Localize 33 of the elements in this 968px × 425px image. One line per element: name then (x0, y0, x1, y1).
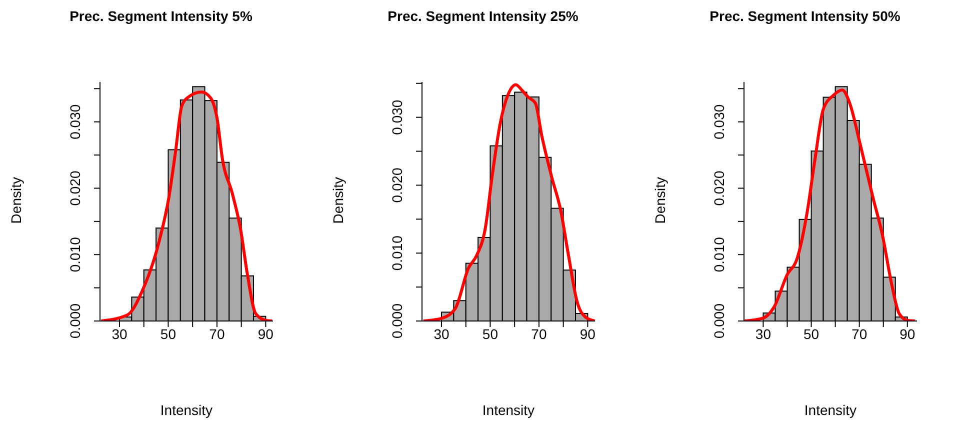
x-axis-title: Intensity (159, 402, 214, 418)
chart-title: Prec. Segment Intensity 5% (68, 8, 254, 24)
y-tick-label: 0.000 (67, 303, 83, 339)
y-tick-label: 0.000 (389, 303, 405, 339)
x-tick-label: 30 (434, 326, 450, 342)
chart-title: Prec. Segment Intensity 25% (386, 8, 580, 24)
y-axis-title: Density (8, 176, 24, 224)
x-tick-label: 70 (531, 326, 547, 342)
y-tick-label: 0.010 (67, 236, 83, 272)
chart-title: Prec. Segment Intensity 50% (708, 8, 902, 24)
y-tick-label: 0.020 (711, 170, 727, 206)
y-tick-label: 0.020 (67, 170, 83, 206)
x-tick-label: 70 (209, 326, 225, 342)
y-tick-label: 0.030 (389, 100, 405, 135)
x-tick-label: 90 (258, 326, 274, 342)
x-tick-label: 70 (852, 326, 868, 342)
x-axis-title: Intensity (803, 402, 858, 418)
x-tick-label: 30 (112, 326, 128, 342)
y-tick-label: 0.000 (711, 303, 727, 339)
x-tick-label: 50 (482, 326, 498, 342)
y-tick-label: 0.010 (389, 235, 405, 271)
x-tick-label: 90 (580, 326, 596, 342)
y-axis-title: Density (330, 176, 346, 224)
y-tick-label: 0.030 (711, 104, 727, 140)
y-tick-label: 0.010 (711, 236, 727, 272)
x-axis-title: Intensity (481, 402, 536, 418)
y-tick-label: 0.030 (67, 104, 83, 140)
x-tick-label: 50 (803, 326, 820, 342)
x-tick-label: 50 (160, 326, 176, 342)
y-tick-label: 0.020 (389, 167, 405, 203)
y-axis-title: Density (652, 176, 668, 224)
x-tick-label: 30 (755, 326, 772, 342)
x-tick-label: 90 (900, 326, 916, 342)
